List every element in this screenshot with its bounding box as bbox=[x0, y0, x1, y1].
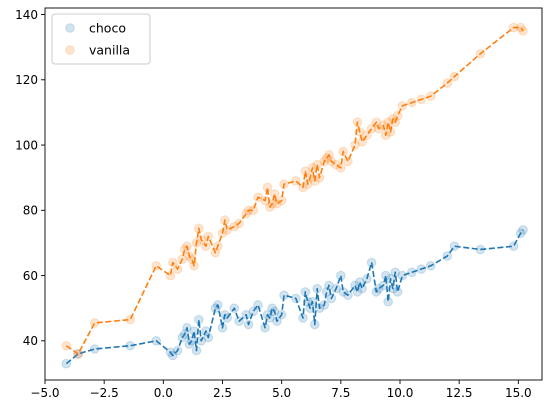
y-tick-label: 100 bbox=[15, 138, 38, 152]
x-tick-label: 7.5 bbox=[331, 386, 350, 400]
x-tick-label: 0.0 bbox=[154, 386, 173, 400]
x-tick-label: −2.5 bbox=[90, 386, 119, 400]
y-tick-label: 120 bbox=[15, 73, 38, 87]
legend-label: choco bbox=[89, 21, 126, 36]
y-tick-label: 80 bbox=[23, 204, 38, 218]
x-axis: −5.0 −2.5 0.0 2.5 5.0 7.5 10.0 12.5 15.0 bbox=[30, 380, 532, 400]
x-tick-label: 5.0 bbox=[272, 386, 291, 400]
legend-item-choco: choco bbox=[65, 21, 126, 36]
legend-marker bbox=[65, 45, 75, 55]
data-point bbox=[354, 277, 365, 287]
data-point bbox=[392, 110, 403, 121]
legend-label: vanilla bbox=[89, 43, 130, 58]
x-tick-label: 10.0 bbox=[387, 386, 414, 400]
plot-area bbox=[44, 7, 543, 381]
legend: choco vanilla bbox=[51, 13, 151, 65]
series-line-choco bbox=[65, 229, 524, 365]
series-choco bbox=[61, 225, 528, 369]
legend-item-vanilla: vanilla bbox=[65, 43, 130, 58]
x-tick-label: 2.5 bbox=[213, 386, 232, 400]
x-tick-label: 12.5 bbox=[446, 386, 473, 400]
data-point bbox=[407, 267, 417, 278]
y-tick-label: 140 bbox=[15, 8, 38, 22]
x-tick-label: 15.0 bbox=[505, 386, 532, 400]
x-tick-label: −5.0 bbox=[30, 386, 59, 400]
data-point bbox=[352, 287, 363, 297]
series-line-vanilla bbox=[65, 26, 524, 355]
data-point bbox=[397, 270, 408, 281]
legend-marker bbox=[65, 23, 75, 33]
data-point bbox=[343, 156, 353, 167]
axes-frame bbox=[44, 7, 543, 381]
y-tick-label: 60 bbox=[23, 269, 38, 283]
series-vanilla bbox=[61, 22, 528, 359]
legend-box bbox=[51, 13, 151, 65]
y-tick-label: 40 bbox=[23, 334, 38, 348]
data-point bbox=[269, 189, 280, 199]
y-axis: 40 60 80 100 120 140 bbox=[15, 8, 45, 348]
